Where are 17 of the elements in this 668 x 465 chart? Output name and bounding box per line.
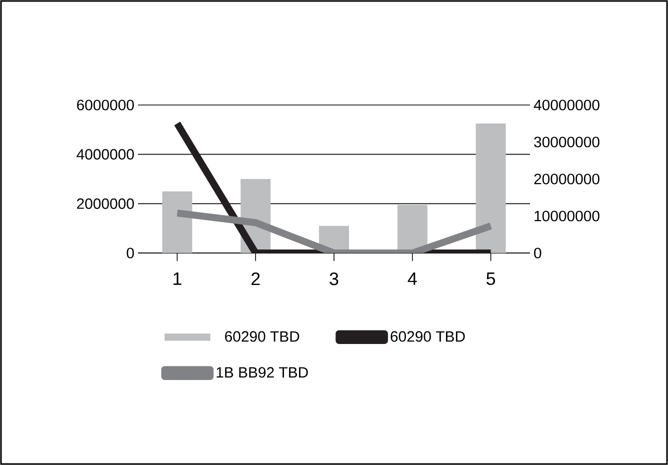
legend-label: 60290 TBD xyxy=(225,331,300,342)
y2-tick-label: 0 xyxy=(534,248,542,258)
x-tick-label: 4 xyxy=(408,272,417,285)
x-tick-label: 3 xyxy=(330,272,338,286)
y-tick-label: 4000000 xyxy=(76,149,134,160)
y-tick-label: 0 xyxy=(126,248,134,258)
y-tick-label: 2000000 xyxy=(77,198,134,209)
y2-tick-label: 10000000 xyxy=(534,210,600,222)
x-tick-label: 5 xyxy=(486,272,496,286)
x-tick-label: 2 xyxy=(252,272,260,286)
y2-tick-label: 40000000 xyxy=(534,100,600,110)
legend-label: 1B BB92 TBD xyxy=(216,367,308,378)
x-tick-label: 1 xyxy=(174,272,182,285)
y-tick-label: 6000000 xyxy=(77,100,134,110)
y2-tick-label: 20000000 xyxy=(534,174,600,184)
legend-label: 60290 TBD xyxy=(390,331,465,342)
y2-tick-label: 30000000 xyxy=(534,136,600,148)
